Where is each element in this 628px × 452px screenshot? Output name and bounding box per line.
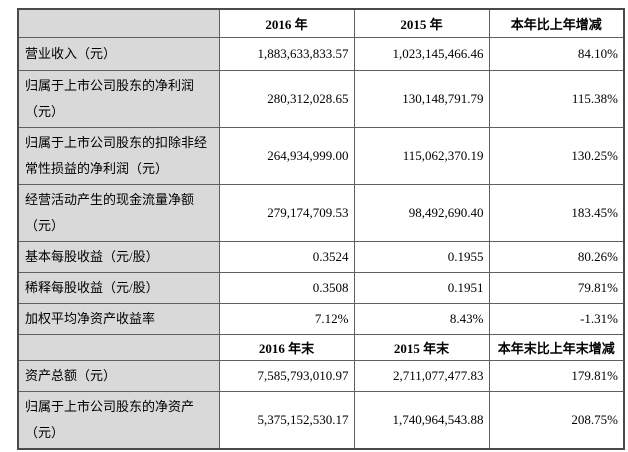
table-row-basic-eps: 基本每股收益（元/股） 0.3524 0.1955 80.26% — [17, 240, 625, 273]
table-row-diluted-eps: 稀释每股收益（元/股） 0.3508 0.1951 79.81% — [17, 271, 625, 304]
table-row-net-assets: 归属于上市公司股东的净资产（元） 5,375,152,530.17 1,740,… — [17, 390, 625, 449]
value-2016: 0.3524 — [218, 240, 355, 273]
metric-label: 稀释每股收益（元/股） — [17, 271, 220, 304]
corner-cell — [17, 333, 220, 361]
table-row-revenue: 营业收入（元） 1,883,633,833.57 1,023,145,466.4… — [17, 36, 625, 71]
value-2016: 7,585,793,010.97 — [218, 359, 355, 392]
column-header-2016-yearend: 2016 年末 — [218, 333, 355, 361]
value-2015: 8.43% — [353, 302, 490, 335]
metric-label: 资产总额（元） — [17, 359, 220, 392]
metric-label: 归属于上市公司股东的扣除非经常性损益的净利润（元） — [17, 126, 220, 185]
value-change: -1.31% — [488, 302, 625, 335]
value-2015: 98,492,690.40 — [353, 183, 490, 242]
value-2015: 2,711,077,477.83 — [353, 359, 490, 392]
metric-label: 基本每股收益（元/股） — [17, 240, 220, 273]
annual-header-row: 2016 年 2015 年 本年比上年增减 — [17, 8, 625, 38]
metric-label: 归属于上市公司股东的净资产（元） — [17, 390, 220, 449]
value-2015: 1,740,964,543.88 — [353, 390, 490, 449]
table-row-total-assets: 资产总额（元） 7,585,793,010.97 2,711,077,477.8… — [17, 359, 625, 392]
table-row-operating-cash-flow: 经营活动产生的现金流量净额（元） 279,174,709.53 98,492,6… — [17, 183, 625, 242]
value-2015: 130,148,791.79 — [353, 69, 490, 128]
corner-cell — [17, 8, 220, 38]
column-header-change: 本年比上年增减 — [488, 8, 625, 38]
value-2016: 279,174,709.53 — [218, 183, 355, 242]
table-row-net-profit: 归属于上市公司股东的净利润（元） 280,312,028.65 130,148,… — [17, 69, 625, 128]
value-2016: 5,375,152,530.17 — [218, 390, 355, 449]
value-2015: 115,062,370.19 — [353, 126, 490, 185]
value-change: 84.10% — [488, 36, 625, 71]
yearend-header-row: 2016 年末 2015 年末 本年末比上年末增减 — [17, 333, 625, 361]
value-change: 183.45% — [488, 183, 625, 242]
value-2016: 264,934,999.00 — [218, 126, 355, 185]
value-2015: 1,023,145,466.46 — [353, 36, 490, 71]
value-2016: 0.3508 — [218, 271, 355, 304]
value-2016: 280,312,028.65 — [218, 69, 355, 128]
value-2016: 7.12% — [218, 302, 355, 335]
metric-label: 经营活动产生的现金流量净额（元） — [17, 183, 220, 242]
column-header-2015-yearend: 2015 年末 — [353, 333, 490, 361]
column-header-yearend-change: 本年末比上年末增减 — [488, 333, 625, 361]
metric-label: 营业收入（元） — [17, 36, 220, 71]
metric-label: 加权平均净资产收益率 — [17, 302, 220, 335]
financial-summary-table: 2016 年 2015 年 本年比上年增减 营业收入（元） 1,883,633,… — [17, 8, 625, 450]
value-2015: 0.1955 — [353, 240, 490, 273]
column-header-2015: 2015 年 — [353, 8, 490, 38]
value-change: 208.75% — [488, 390, 625, 449]
column-header-2016: 2016 年 — [218, 8, 355, 38]
value-change: 115.38% — [488, 69, 625, 128]
value-2016: 1,883,633,833.57 — [218, 36, 355, 71]
table-row-weighted-roe: 加权平均净资产收益率 7.12% 8.43% -1.31% — [17, 302, 625, 335]
value-change: 179.81% — [488, 359, 625, 392]
value-change: 80.26% — [488, 240, 625, 273]
value-2015: 0.1951 — [353, 271, 490, 304]
value-change: 130.25% — [488, 126, 625, 185]
table-row-net-profit-deducted: 归属于上市公司股东的扣除非经常性损益的净利润（元） 264,934,999.00… — [17, 126, 625, 185]
value-change: 79.81% — [488, 271, 625, 304]
metric-label: 归属于上市公司股东的净利润（元） — [17, 69, 220, 128]
